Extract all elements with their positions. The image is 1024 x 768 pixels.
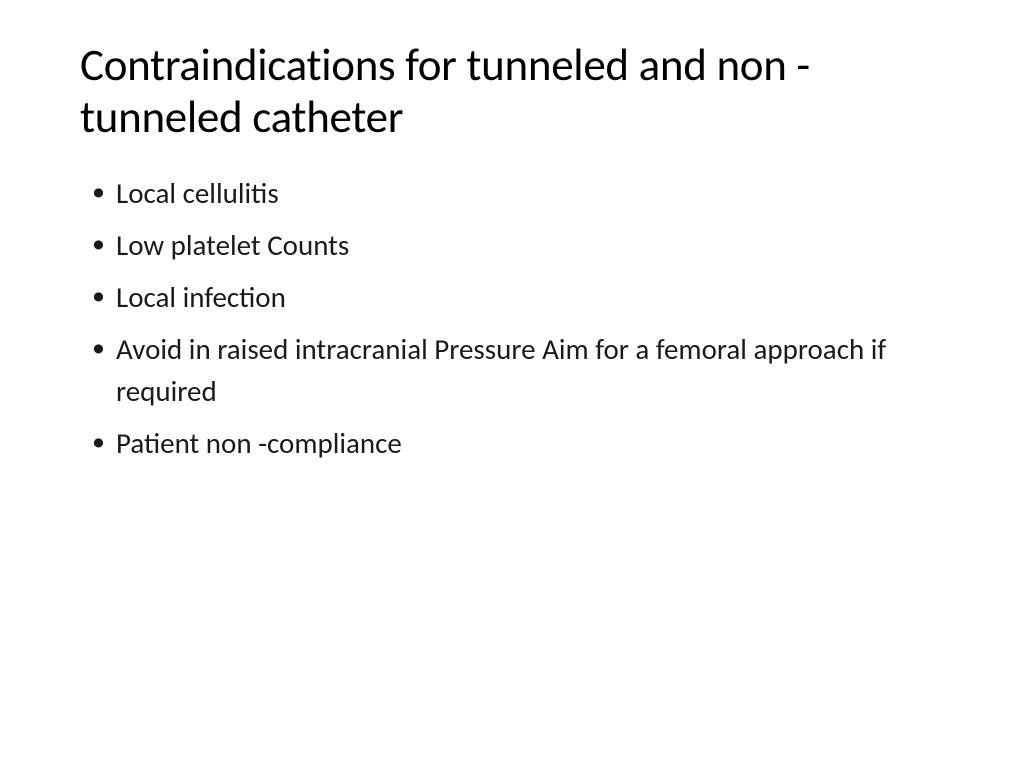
list-item: Low platelet Counts [116, 224, 944, 266]
list-item: Local infection [116, 276, 944, 318]
list-item: Patient non -compliance [116, 422, 944, 464]
bullet-list: Local cellulitis Low platelet Counts Loc… [80, 172, 944, 464]
list-item: Local cellulitis [116, 172, 944, 214]
list-item: Avoid in raised intracranial Pressure Ai… [116, 328, 944, 412]
slide-title: Contraindications for tunneled and non -… [80, 40, 944, 144]
